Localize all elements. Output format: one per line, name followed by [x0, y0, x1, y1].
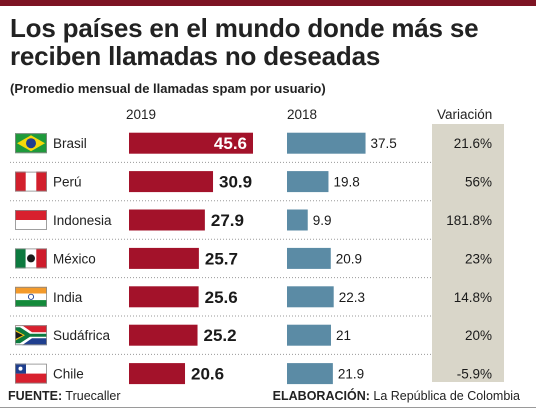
country-label: Brasil — [53, 136, 87, 151]
value-label-2019: 25.6 — [205, 288, 238, 307]
value-label-2018: 9.9 — [313, 213, 332, 228]
bar-2018 — [287, 247, 331, 269]
bar-2019 — [129, 171, 214, 193]
bar-2018 — [287, 286, 334, 308]
bar-2019 — [129, 209, 205, 231]
value-label-2018: 21 — [336, 328, 351, 343]
value-label-2018: 20.9 — [336, 251, 362, 266]
value-label-2019: 45.6 — [214, 134, 247, 153]
variation-value: 23% — [465, 251, 492, 266]
credit-label: ELABORACIÓN: — [272, 389, 370, 403]
value-label-2018: 19.8 — [333, 175, 359, 190]
source-label: FUENTE: — [8, 389, 63, 403]
country-label: India — [53, 290, 83, 305]
bar-2018 — [287, 363, 333, 385]
chart-subtitle: (Promedio mensual de llamadas spam por u… — [10, 81, 326, 96]
value-label-2019: 20.6 — [191, 365, 224, 384]
mexico-flag-icon — [15, 248, 47, 269]
source-text: Truecaller — [65, 389, 121, 403]
column-header-2019: 2019 — [126, 107, 157, 122]
value-label-2019: 27.9 — [211, 211, 244, 230]
bar-2019 — [129, 132, 253, 154]
variation-value: 20% — [465, 328, 492, 343]
peru-flag-icon — [15, 171, 47, 192]
bar-2019 — [129, 324, 198, 346]
chart-title: Los países en el mundo donde más se reci… — [10, 13, 479, 71]
chile-flag-icon — [15, 363, 47, 384]
column-header-variation: Variación — [437, 107, 493, 122]
bar-2019 — [129, 286, 199, 308]
bar-2018 — [287, 324, 331, 346]
variation-column-background — [432, 124, 504, 382]
bar-2018 — [287, 171, 329, 193]
variation-value: 21.6% — [454, 136, 492, 151]
value-label-2018: 22.3 — [339, 290, 365, 305]
credit-note: ELABORACIÓN: La República de Colombia — [273, 389, 520, 403]
value-label-2019: 25.2 — [204, 326, 237, 345]
credit-text: La República de Colombia — [373, 389, 520, 403]
country-label: Indonesia — [53, 213, 112, 228]
indonesia-flag-icon — [15, 210, 47, 230]
brazil-flag-icon — [15, 133, 47, 154]
bottom-rule — [0, 407, 536, 408]
south-africa-flag-icon — [15, 325, 47, 346]
column-header-2018: 2018 — [287, 107, 318, 122]
india-flag-icon — [15, 286, 47, 307]
country-label: Chile — [53, 367, 84, 382]
variation-value: 181.8% — [446, 213, 492, 228]
bar-2018 — [287, 132, 366, 154]
variation-value: -5.9% — [457, 367, 492, 382]
bar-2019 — [129, 247, 199, 269]
source-note: FUENTE: Truecaller — [8, 389, 121, 403]
variation-value: 56% — [465, 175, 492, 190]
country-label: Perú — [53, 175, 82, 190]
value-label-2019: 25.7 — [205, 249, 238, 268]
top-rule — [0, 0, 536, 6]
variation-value: 14.8% — [454, 290, 492, 305]
value-label-2019: 30.9 — [219, 173, 252, 192]
value-label-2018: 37.5 — [371, 136, 397, 151]
value-label-2018: 21.9 — [338, 367, 364, 382]
country-label: México — [53, 251, 96, 266]
bar-2019 — [129, 363, 186, 385]
bar-2018 — [287, 209, 308, 231]
country-label: Sudáfrica — [53, 328, 111, 343]
